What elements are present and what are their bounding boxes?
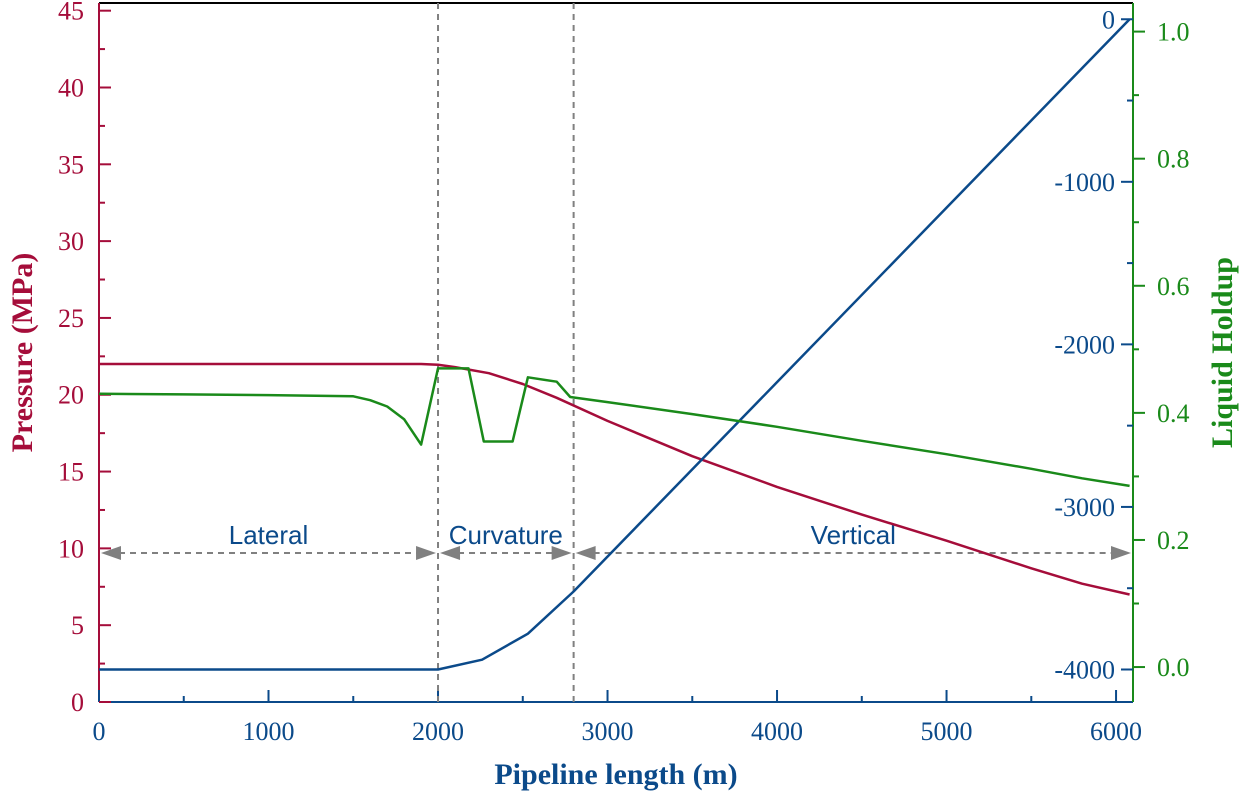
right-inner-tick-label: 0 [1102, 5, 1115, 34]
region-arrowhead-left [575, 545, 596, 560]
x-axis-title: Pipeline length (m) [494, 758, 737, 791]
x-tick-label: 2000 [412, 717, 464, 746]
left-axis-title: Pressure (MPa) [6, 253, 39, 453]
right-inner-tick-label: -3000 [1054, 493, 1115, 522]
right-outer-tick-label: 0.2 [1157, 526, 1190, 555]
right-outer-tick-label: 0.6 [1157, 272, 1190, 301]
region-arrowhead-left [440, 545, 461, 560]
x-tick-label: 1000 [243, 717, 295, 746]
region-label: Lateral [229, 520, 309, 550]
holdup-line [98, 367, 1130, 488]
region-arrowhead-right [551, 545, 572, 560]
left-tick-label: 20 [58, 381, 84, 410]
left-tick-label: 15 [58, 458, 84, 487]
right-inner-tick-label: -1000 [1054, 168, 1115, 197]
left-tick-label: 40 [58, 73, 84, 102]
region-arrowhead-right [416, 545, 437, 560]
right-outer-tick-label: 0.8 [1157, 145, 1190, 174]
right-inner-tick-label: -2000 [1054, 330, 1115, 359]
x-tick-label: 5000 [921, 717, 973, 746]
left-tick-label: 35 [58, 150, 84, 179]
region-arrowhead-right [1111, 545, 1131, 560]
x-tick-label: 3000 [582, 717, 634, 746]
x-tick-label: 6000 [1090, 717, 1142, 746]
right-outer-tick-label: 0.4 [1157, 399, 1190, 428]
x-tick-label: 0 [93, 717, 106, 746]
region-label: Curvature [449, 520, 563, 550]
region-arrowhead-left [101, 545, 121, 560]
region-label: Vertical [811, 520, 896, 550]
right-outer-tick-label: 1.0 [1157, 18, 1190, 47]
pressure-line [99, 362, 1130, 596]
right-inner-tick-label: -4000 [1054, 655, 1115, 684]
right-axis-title: Liquid Holdup [1206, 257, 1239, 448]
left-tick-label: 10 [58, 534, 84, 563]
x-tick-label: 4000 [751, 717, 803, 746]
left-tick-label: 25 [58, 304, 84, 333]
left-tick-label: 5 [71, 611, 84, 640]
left-tick-label: 45 [58, 0, 84, 26]
right-outer-tick-label: 0.0 [1157, 653, 1190, 682]
left-tick-label: 0 [71, 688, 84, 717]
left-tick-label: 30 [58, 227, 84, 256]
elevation-line [99, 18, 1131, 671]
